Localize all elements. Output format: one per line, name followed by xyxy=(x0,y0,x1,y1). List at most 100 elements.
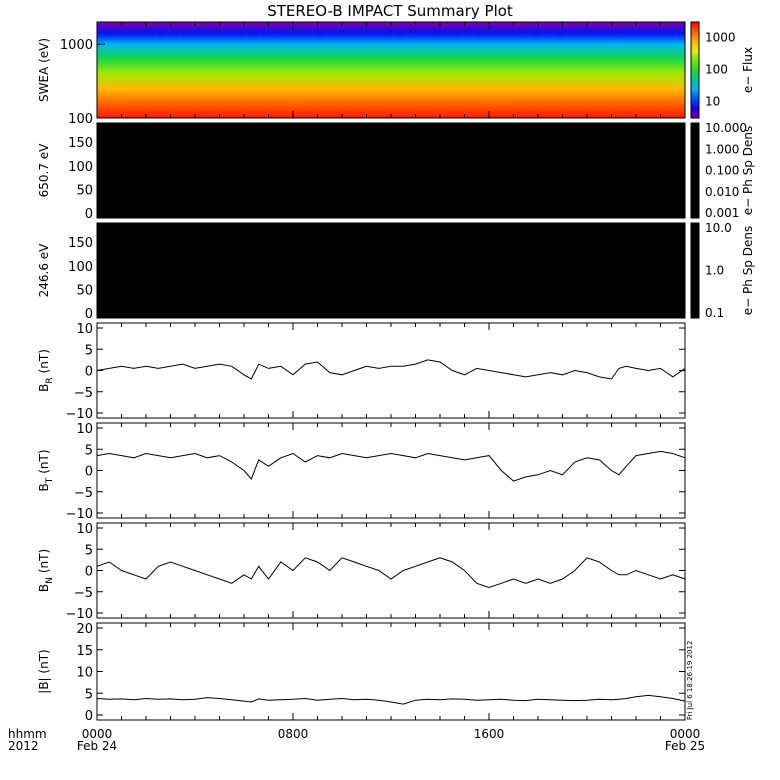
swea-texture xyxy=(568,26,576,40)
swea-texture xyxy=(286,26,294,40)
swea-texture xyxy=(538,26,545,40)
swea-texture xyxy=(109,26,116,40)
pad650-ytick-label: 150 xyxy=(68,136,93,151)
swea-texture xyxy=(366,26,374,40)
swea-texture xyxy=(219,26,227,40)
pad650-colorbar-tick: 1.000 xyxy=(705,142,739,156)
pad246-colorbar-tick: 0.1 xyxy=(705,306,724,320)
swea-colorbar-label: e− Flux xyxy=(741,47,755,93)
swea-texture xyxy=(513,26,521,40)
swea-texture xyxy=(268,26,276,40)
swea-texture xyxy=(274,26,282,40)
bt-ylabel: BT(nT) xyxy=(37,449,55,491)
swea-texture xyxy=(531,26,539,40)
swea-colorbar xyxy=(690,21,700,119)
pad246-ytick-label: 150 xyxy=(68,236,93,251)
swea-texture xyxy=(329,26,337,40)
swea-ytick-label: 1000 xyxy=(60,38,93,53)
swea-texture xyxy=(654,26,661,40)
pad650-ytick-label: 50 xyxy=(76,183,93,198)
swea-texture xyxy=(550,26,557,40)
swea-texture xyxy=(409,26,416,40)
swea-texture xyxy=(446,26,453,40)
plot-title: STEREO-B IMPACT Summary Plot xyxy=(267,2,513,20)
pad650-colorbar-tick: 0.100 xyxy=(705,164,739,178)
swea-texture xyxy=(660,26,668,40)
swea-texture xyxy=(348,26,355,40)
swea-texture xyxy=(225,26,233,40)
swea-texture xyxy=(489,26,496,40)
swea-ylabel: SWEA (eV) xyxy=(37,38,51,102)
x-tick-hhmm: 0000 xyxy=(82,727,113,741)
swea-texture xyxy=(121,26,129,40)
bmag-ytick-label: 0 xyxy=(85,709,93,724)
pad246-ylabel: 246.6 eV xyxy=(37,243,51,298)
bt-ytick-label: −5 xyxy=(74,486,93,501)
panel-bt: 10 5 0 −5 −10 BT(nT) xyxy=(37,422,686,522)
swea-texture xyxy=(176,26,184,40)
swea-texture xyxy=(452,26,459,40)
swea-texture xyxy=(403,26,410,40)
swea-texture xyxy=(415,26,423,40)
swea-texture xyxy=(562,26,570,40)
swea-texture xyxy=(244,26,251,40)
swea-texture xyxy=(623,26,631,40)
pad650-colorbar-label: e− Ph Sp Dens xyxy=(741,126,755,215)
pad650-colorbar-tick: 0.010 xyxy=(705,185,739,199)
pad650-colorbar-tick: 10.000 xyxy=(705,121,747,135)
swea-texture xyxy=(97,26,104,40)
swea-texture xyxy=(642,26,649,40)
pad246-ytick-label: 50 xyxy=(76,283,93,298)
swea-colorbar-tick: 100 xyxy=(705,62,728,76)
x-tick-hhmm: 1600 xyxy=(474,727,505,741)
br-ylabel: BR(nT) xyxy=(37,349,55,392)
swea-texture xyxy=(146,26,153,40)
swea-texture xyxy=(470,26,478,40)
swea-texture xyxy=(354,26,361,40)
bmag-ytick-label: 20 xyxy=(76,622,93,637)
swea-texture xyxy=(280,26,288,40)
swea-texture xyxy=(231,26,239,40)
bn-ylabel: BN(nT) xyxy=(37,549,55,592)
swea-texture xyxy=(593,26,600,40)
swea-texture xyxy=(587,26,594,40)
swea-texture xyxy=(482,26,490,40)
bt-ytick-label: −10 xyxy=(66,507,93,522)
generation-stamp: Fri Jul 6 18:26:19 2012 xyxy=(686,641,694,720)
swea-texture xyxy=(201,26,208,40)
panel-pad246: 150 100 50 0 246.6 eV 10.0 1.0 0.1 e− Ph Sp Dens xyxy=(37,221,755,322)
br-ytick-label: 0 xyxy=(85,365,93,380)
swea-texture xyxy=(629,26,637,40)
br-frame xyxy=(96,322,686,419)
swea-texture xyxy=(158,26,165,40)
pad246-colorbar-tick: 10.0 xyxy=(705,221,732,235)
swea-texture xyxy=(556,26,563,40)
bmag-ytick-label: 10 xyxy=(76,666,93,681)
pad246-spectrogram xyxy=(96,222,686,319)
swea-texture xyxy=(648,26,655,40)
swea-texture xyxy=(440,26,447,40)
bmag-trace xyxy=(96,694,686,705)
panel-pad650: 150 100 50 0 650.7 eV 10.000 1.000 0.100 0.010 0.… xyxy=(37,121,755,222)
panel-bn: 10 5 0 −5 −10 BN(nT) xyxy=(37,522,686,622)
swea-texture xyxy=(195,26,202,40)
swea-texture xyxy=(342,26,349,40)
swea-texture xyxy=(103,26,110,40)
swea-texture xyxy=(525,26,533,40)
swea-texture xyxy=(164,26,171,40)
swea-texture xyxy=(188,26,196,40)
pad246-colorbar-label: e− Ph Sp Dens xyxy=(741,226,755,315)
swea-texture xyxy=(293,26,300,40)
swea-texture xyxy=(599,26,606,40)
swea-texture xyxy=(384,26,392,40)
swea-texture xyxy=(256,26,263,40)
swea-texture xyxy=(476,26,484,40)
swea-texture xyxy=(501,26,508,40)
swea-texture xyxy=(433,26,441,40)
pad650-ytick-label: 0 xyxy=(85,207,93,222)
pad650-colorbar xyxy=(690,122,700,219)
swea-texture xyxy=(611,26,619,40)
